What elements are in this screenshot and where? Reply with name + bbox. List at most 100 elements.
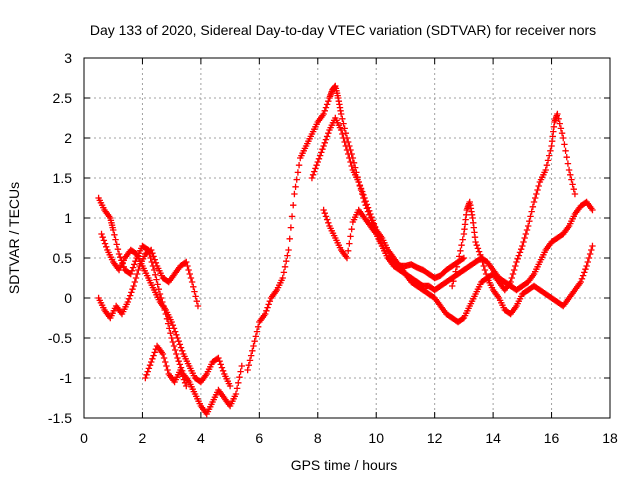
data-point-interpolated	[459, 255, 466, 262]
data-point	[238, 362, 245, 370]
data-point-interpolated	[321, 210, 328, 217]
data-point-interpolated	[570, 186, 577, 193]
data-point-interpolated	[341, 138, 348, 146]
series-track-7	[320, 206, 468, 282]
data-point-interpolated	[252, 333, 260, 340]
x-tick-label: 18	[602, 430, 618, 446]
data-point-interpolated	[253, 328, 261, 335]
y-tick-label: 2.5	[53, 90, 73, 106]
x-axis-label: GPS time / hours	[291, 457, 398, 473]
data-point-interpolated	[179, 373, 186, 380]
data-point	[460, 254, 468, 262]
data-point-interpolated	[481, 266, 489, 274]
data-point-interpolated	[459, 236, 466, 243]
data-point-interpolated	[266, 298, 274, 305]
data-point-interpolated	[323, 216, 331, 223]
data-point	[98, 230, 105, 238]
data-point-interpolated	[568, 176, 575, 183]
data-point-interpolated	[99, 234, 106, 241]
data-point	[261, 310, 269, 318]
data-point-interpolated	[175, 338, 182, 345]
data-point-interpolated	[176, 361, 184, 368]
data-point-interpolated	[151, 349, 158, 356]
data-point	[232, 390, 240, 398]
data-point-interpolated	[557, 125, 565, 132]
data-point-interpolated	[128, 289, 135, 296]
data-point-interpolated	[477, 251, 484, 258]
data-point-interpolated	[522, 230, 530, 238]
data-point	[279, 274, 286, 282]
data-point-interpolated	[143, 371, 150, 378]
data-point-interpolated	[344, 150, 352, 158]
data-point-interpolated	[357, 185, 365, 192]
data-point-interpolated	[184, 262, 191, 270]
data-point-interpolated	[516, 249, 524, 256]
x-tick-label: 14	[485, 430, 501, 446]
data-point-interpolated	[348, 162, 355, 170]
data-point-interpolated	[254, 323, 262, 330]
data-point	[174, 334, 181, 342]
data-point-interpolated	[170, 342, 178, 350]
data-point-interpolated	[191, 288, 198, 295]
data-point-interpolated	[547, 147, 554, 154]
data-point-interpolated	[480, 262, 487, 270]
data-point-interpolated	[312, 165, 319, 172]
data-point-interpolated	[517, 246, 525, 253]
data-point-interpolated	[363, 201, 371, 208]
series-track-2	[98, 230, 234, 390]
data-point-interpolated	[292, 183, 299, 190]
data-point	[449, 282, 456, 290]
data-point-interpolated	[145, 365, 153, 372]
data-point-interpolated	[543, 162, 551, 169]
data-point-interpolated	[131, 278, 139, 286]
data-point-interpolated	[186, 270, 193, 278]
data-point-interpolated	[180, 376, 188, 383]
data-point-interpolated	[193, 298, 200, 305]
data-point-interpolated	[190, 283, 197, 290]
data-point	[519, 242, 526, 250]
data-point-interpolated	[323, 133, 331, 140]
data-point-interpolated	[294, 169, 302, 176]
data-point-interpolated	[235, 379, 242, 386]
data-point-interpolated	[512, 262, 519, 270]
data-point-interpolated	[286, 235, 293, 242]
data-point-interpolated	[150, 253, 157, 260]
data-point-interpolated	[339, 115, 346, 122]
data-point	[174, 354, 181, 362]
data-point-interpolated	[515, 252, 523, 259]
data-point-interpolated	[319, 146, 326, 153]
x-tick-label: 8	[314, 430, 322, 446]
data-point	[127, 270, 134, 278]
x-tick-label: 6	[255, 430, 263, 446]
data-point-interpolated	[131, 261, 138, 268]
data-point	[361, 194, 368, 202]
data-point	[454, 258, 462, 266]
data-point-interpolated	[366, 207, 373, 214]
y-tick-label: 1.5	[53, 170, 73, 186]
data-point	[571, 190, 579, 198]
data-point-interpolated	[149, 250, 156, 257]
data-point-interpolated	[346, 240, 353, 247]
data-point-interpolated	[112, 236, 119, 243]
data-point-interpolated	[164, 320, 172, 327]
data-point-interpolated	[283, 258, 290, 265]
data-point-interpolated	[247, 352, 255, 359]
data-point	[148, 246, 155, 254]
data-point-interpolated	[313, 162, 320, 169]
data-point	[565, 166, 573, 174]
data-point-interpolated	[531, 194, 539, 202]
data-point-interpolated	[176, 341, 184, 348]
data-point-interpolated	[474, 245, 482, 252]
data-point-interpolated	[114, 246, 122, 253]
data-point-interpolated	[192, 293, 199, 300]
data-point-interpolated	[458, 242, 465, 249]
data-point-interpolated	[178, 370, 185, 377]
data-point-interpolated	[315, 155, 323, 162]
data-point	[148, 358, 155, 366]
data-point-interpolated	[125, 295, 133, 302]
data-point-interpolated	[219, 367, 227, 374]
data-point-interpolated	[162, 358, 169, 366]
series-track-3	[95, 246, 202, 322]
data-point-interpolated	[508, 274, 516, 282]
